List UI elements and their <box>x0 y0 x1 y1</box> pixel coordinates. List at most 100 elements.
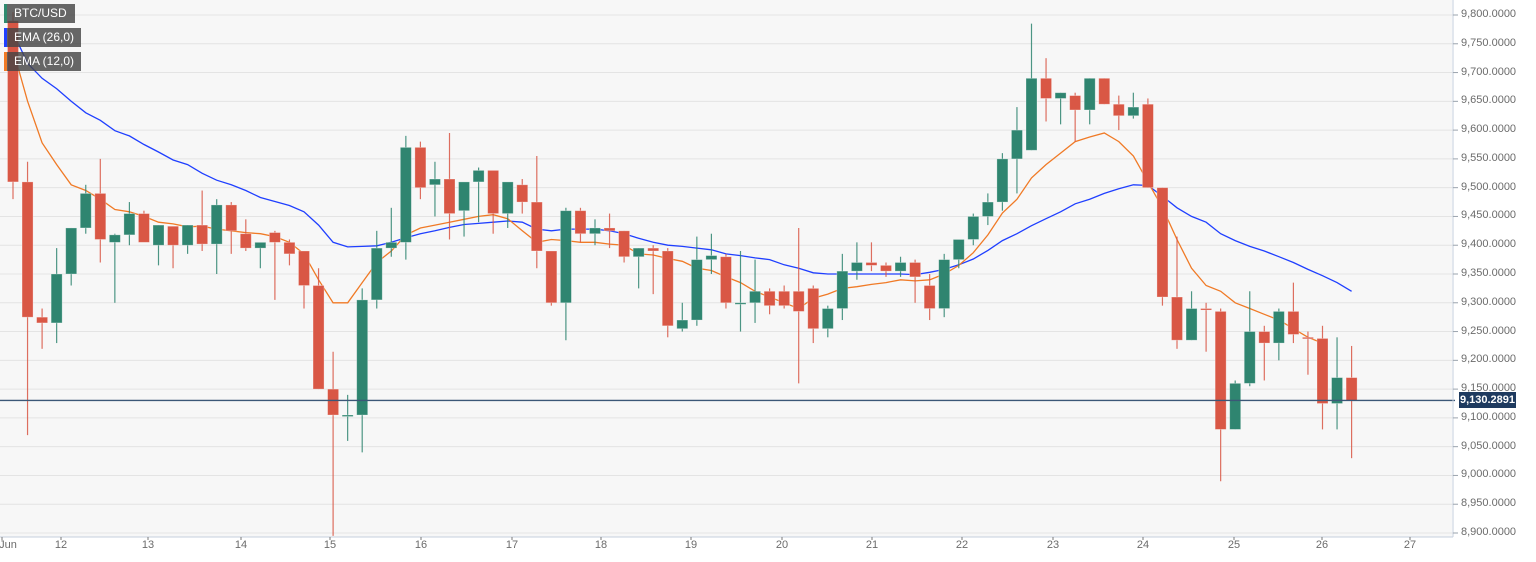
ema-26-color-swatch <box>4 28 7 47</box>
y-tick-label: 9,200.0000 <box>1461 353 1517 366</box>
y-tick-label: 9,000.0000 <box>1461 468 1517 481</box>
candle <box>938 253 951 318</box>
candle <box>792 227 805 384</box>
y-tick-label: 9,550.0000 <box>1461 151 1517 164</box>
x-tick-label: 21 <box>865 539 879 551</box>
candle <box>851 242 863 280</box>
candle <box>36 308 48 349</box>
candle <box>181 224 194 254</box>
candle <box>385 207 398 257</box>
candle <box>996 153 1009 211</box>
candle <box>108 233 121 303</box>
y-tick-label: 9,050.0000 <box>1461 439 1517 452</box>
x-tick-label: 19 <box>684 539 698 551</box>
candle <box>283 239 296 266</box>
x-tick-label: 22 <box>955 539 969 551</box>
candle <box>472 167 485 223</box>
candle <box>239 219 252 251</box>
candle <box>341 394 354 441</box>
y-tick-label: 9,600.0000 <box>1461 123 1517 136</box>
candle <box>21 161 34 436</box>
y-tick-label: 9,350.0000 <box>1461 267 1517 279</box>
candle <box>1083 77 1096 125</box>
y-tick-label: 9,750.0000 <box>1461 36 1517 49</box>
candle <box>167 225 179 269</box>
candle <box>370 230 383 309</box>
candle <box>894 256 907 277</box>
x-tick-label: 16 <box>414 539 428 551</box>
candle <box>778 285 791 309</box>
y-tick-label: 8,950.0000 <box>1461 497 1517 510</box>
candle <box>1200 302 1212 352</box>
candle <box>1011 107 1023 194</box>
candle <box>1127 92 1140 119</box>
candle <box>1229 380 1242 430</box>
candle <box>1040 58 1052 122</box>
candle <box>50 248 63 344</box>
candle <box>647 245 660 295</box>
x-tick-label: 13 <box>141 539 155 551</box>
candle <box>312 268 325 390</box>
candle <box>1185 291 1198 341</box>
candle <box>909 259 921 303</box>
x-tick-label: 12 <box>54 539 68 551</box>
x-tick-label: Jun <box>0 539 17 551</box>
candle <box>516 179 529 214</box>
candle <box>720 253 732 309</box>
candle <box>1142 98 1154 189</box>
x-axis-ticks <box>1 537 1411 540</box>
candle <box>763 288 776 315</box>
candle <box>268 230 281 300</box>
symbol-label: BTC/USD <box>14 6 67 20</box>
candle <box>399 135 412 260</box>
candle <box>210 199 223 274</box>
y-tick-label: 9,700.0000 <box>1461 65 1517 78</box>
candle <box>429 161 441 217</box>
candles <box>7 12 1358 536</box>
candle <box>501 181 514 228</box>
candle <box>1243 291 1256 387</box>
candle <box>967 213 980 246</box>
ema-26-label: EMA (26,0) <box>14 30 75 44</box>
x-tick-label: 26 <box>1315 539 1329 551</box>
candle <box>254 241 267 269</box>
candle <box>836 253 849 321</box>
chart-legend: BTC/USD EMA (26,0) EMA (12,0) <box>4 4 81 76</box>
candle <box>414 141 427 200</box>
x-tick-label: 24 <box>1136 539 1150 551</box>
candle <box>1069 92 1082 142</box>
candle <box>1156 187 1169 306</box>
candle <box>923 274 936 321</box>
candle <box>65 227 78 286</box>
candle <box>705 233 718 274</box>
y-tick-label: 9,300.0000 <box>1461 295 1517 308</box>
y-tick-label: 9,250.0000 <box>1461 324 1517 337</box>
candle <box>574 207 587 243</box>
x-tick-label: 14 <box>234 539 248 551</box>
candle <box>749 259 761 323</box>
x-tick-label: 15 <box>323 539 337 551</box>
candle <box>298 250 310 309</box>
candle <box>530 156 543 269</box>
candle <box>560 207 572 341</box>
candle <box>225 202 238 254</box>
candle <box>1316 325 1329 430</box>
candle <box>327 351 340 536</box>
ema-12-color-swatch <box>4 52 7 71</box>
candle <box>690 236 703 326</box>
candle <box>821 305 834 338</box>
x-tick-label: 17 <box>505 539 519 551</box>
candle <box>1025 23 1038 151</box>
y-tick-label: 9,800.0000 <box>1461 8 1517 20</box>
candle <box>487 169 500 234</box>
x-tick-label: 18 <box>594 539 608 551</box>
y-tick-label: 8,900.0000 <box>1461 526 1517 538</box>
candle <box>865 242 878 272</box>
legend-ema-26[interactable]: EMA (26,0) <box>4 28 81 47</box>
ema-12-label: EMA (12,0) <box>14 54 75 68</box>
legend-ema-12[interactable]: EMA (12,0) <box>4 52 81 71</box>
legend-symbol[interactable]: BTC/USD <box>4 4 75 23</box>
candle <box>952 239 965 269</box>
